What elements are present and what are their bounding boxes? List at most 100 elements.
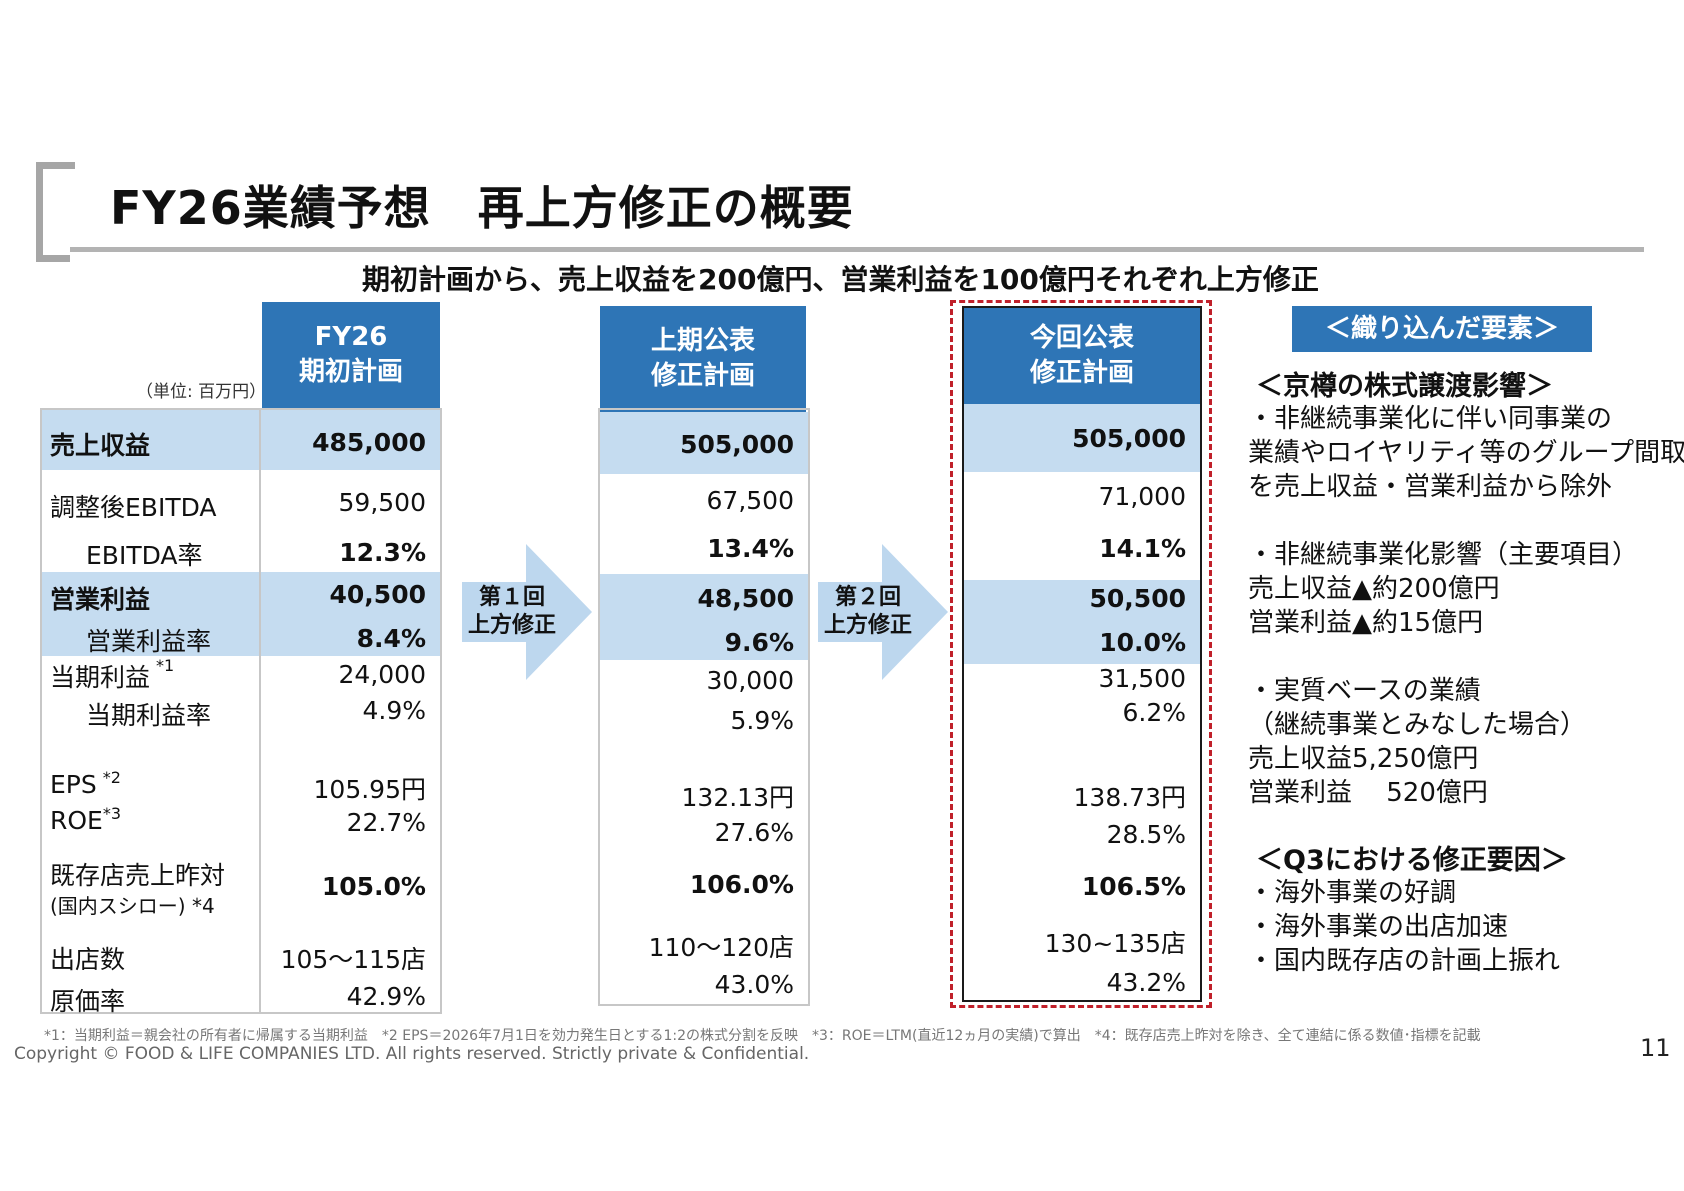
revision-arrow-2 xyxy=(818,544,948,680)
value-eps-current: 138.73円 xyxy=(1073,783,1186,812)
row-label-net-rate: 当期利益率 xyxy=(86,701,212,730)
value-eps-initial: 105.95円 xyxy=(313,775,426,804)
value-net-rate-h1: 5.9% xyxy=(730,706,794,735)
row-label-sss-sub: (国内スシロー) *4 xyxy=(50,894,215,918)
unit-label: （単位: 百万円） xyxy=(136,382,267,402)
factor-heading-kyotaru: ＜京樽の株式譲渡影響＞ xyxy=(1256,371,1553,402)
factor-line: ・非継続事業化に伴い同事業の xyxy=(1248,404,1613,434)
value-ebitda-h1: 67,500 xyxy=(706,486,794,515)
row-label-stores: 出店数 xyxy=(50,945,126,974)
footnote-ref: *2 xyxy=(102,768,121,787)
value-op-rate-initial: 8.4% xyxy=(356,624,426,653)
page-number: 11 xyxy=(1640,1034,1671,1062)
page-subtitle: 期初計画から、売上収益を200億円、営業利益を100億円それぞれ上方修正 xyxy=(362,263,1319,296)
value-net-profit-h1: 30,000 xyxy=(706,666,794,695)
column-header-line1: 上期公表 xyxy=(650,326,755,356)
revision-arrow-1 xyxy=(462,544,592,680)
column-header-line1: 今回公表 xyxy=(1029,323,1134,353)
column-divider xyxy=(259,408,261,1014)
op-profit-band xyxy=(42,572,440,656)
row-label-revenue: 売上収益 xyxy=(50,431,151,460)
value-eps-h1: 132.13円 xyxy=(681,783,794,812)
value-op-rate-current: 10.0% xyxy=(1099,628,1186,657)
factor-line: ・海外事業の出店加速 xyxy=(1248,912,1509,942)
row-label-cost-rate: 原価率 xyxy=(50,987,126,1016)
arrow-label-line2: 上方修正 xyxy=(467,613,556,638)
copyright: Copyright © FOOD & LIFE COMPANIES LTD. A… xyxy=(14,1044,810,1064)
column-header-line2: 修正計画 xyxy=(1029,358,1134,388)
value-roe-current: 28.5% xyxy=(1106,820,1186,849)
factor-line: ・海外事業の好調 xyxy=(1248,878,1457,908)
value-op-profit-current: 50,500 xyxy=(1089,584,1186,613)
value-net-profit-initial: 24,000 xyxy=(338,660,426,689)
value-revenue-current: 505,000 xyxy=(1072,424,1186,453)
value-sss-initial: 105.0% xyxy=(321,872,426,901)
factor-line: を売上収益・営業利益から除外 xyxy=(1248,472,1613,502)
column-header-h1-revision: 上期公表 修正計画 xyxy=(600,306,806,412)
arrow-label-line1: 第１回 xyxy=(478,585,545,610)
revision-arrow-2-label: 第２回 上方修正 xyxy=(818,584,918,640)
value-sss-h1: 106.0% xyxy=(689,870,794,899)
value-op-profit-h1: 48,500 xyxy=(697,584,794,613)
factor-line: 売上収益5,250億円 xyxy=(1248,744,1479,774)
value-op-profit-initial: 40,500 xyxy=(329,580,426,609)
op-profit-band xyxy=(600,574,808,660)
arrow-label-line1: 第２回 xyxy=(834,585,901,610)
factor-line: ・非継続事業化影響（主要項目） xyxy=(1248,540,1639,570)
column-header-current-revision: 今回公表 修正計画 xyxy=(964,308,1200,404)
value-roe-h1: 27.6% xyxy=(714,818,794,847)
value-ebitda-rate-current: 14.1% xyxy=(1099,534,1186,563)
column-header-line1: FY26 xyxy=(314,322,388,352)
value-stores-current: 130~135店 xyxy=(1044,929,1186,958)
value-revenue-h1: 505,000 xyxy=(680,430,794,459)
value-ebitda-current: 71,000 xyxy=(1098,482,1186,511)
arrow-label-line2: 上方修正 xyxy=(823,613,912,638)
page-title: FY26業績予想 再上方修正の概要 xyxy=(110,181,854,235)
revenue-band xyxy=(42,410,440,470)
footnote-ref: *1 xyxy=(156,656,175,675)
value-ebitda-rate-initial: 12.3% xyxy=(339,538,426,567)
revenue-band xyxy=(964,404,1200,472)
row-label-eps: EPS *2 xyxy=(50,768,121,799)
factor-line: ・国内既存店の計画上振れ xyxy=(1248,946,1561,976)
highlight-dashed-box xyxy=(950,300,1212,1008)
value-ebitda-initial: 59,500 xyxy=(338,488,426,517)
value-op-rate-h1: 9.6% xyxy=(724,628,794,657)
factor-line: ・実質ベースの業績 xyxy=(1248,676,1481,706)
row-label-op-rate: 営業利益率 xyxy=(86,627,212,656)
row-label-text: EPS xyxy=(50,770,97,799)
value-roe-initial: 22.7% xyxy=(346,808,426,837)
factor-line: 業績やロイヤリティ等のグループ間取引 xyxy=(1248,438,1684,468)
column-header-line2: 修正計画 xyxy=(650,361,755,391)
table-frame-initial xyxy=(40,408,442,1014)
value-net-rate-initial: 4.9% xyxy=(362,696,426,725)
factor-line: 営業利益 520億円 xyxy=(1248,778,1488,808)
factor-line: （継続事業とみなした場合） xyxy=(1248,710,1587,740)
factor-heading-q3: ＜Q3における修正要因＞ xyxy=(1256,845,1568,876)
factor-line: 売上収益▲約200億円 xyxy=(1248,574,1500,604)
row-label-text: ROE xyxy=(50,806,103,835)
factor-line: 営業利益▲約15億円 xyxy=(1248,608,1484,638)
factors-header: ＜織り込んだ要素＞ xyxy=(1292,306,1592,352)
revision-arrow-1-label: 第１回 上方修正 xyxy=(462,584,562,640)
row-label-roe: ROE*3 xyxy=(50,804,122,835)
footnote-ref: *3 xyxy=(102,804,122,823)
value-stores-h1: 110～120店 xyxy=(648,933,794,962)
value-net-rate-current: 6.2% xyxy=(1122,698,1186,727)
title-rule xyxy=(70,247,1644,252)
value-cost-rate-initial: 42.9% xyxy=(346,982,426,1011)
row-label-text: 当期利益 xyxy=(50,663,151,692)
table-frame-h1 xyxy=(598,408,810,1006)
op-profit-band xyxy=(964,580,1200,664)
title-bracket-decoration xyxy=(36,162,75,262)
table-frame-current xyxy=(962,306,1202,1002)
footnote: *1：当期利益＝親会社の所有者に帰属する当期利益 *2 EPS＝2026年7月1… xyxy=(44,1028,1481,1044)
value-net-profit-current: 31,500 xyxy=(1098,664,1186,693)
row-label-sss: 既存店売上昨対 xyxy=(50,861,226,890)
value-cost-rate-h1: 43.0% xyxy=(714,970,794,999)
value-sss-current: 106.5% xyxy=(1081,872,1186,901)
row-label-op-profit: 営業利益 xyxy=(50,585,151,614)
value-revenue-initial: 485,000 xyxy=(312,428,426,457)
column-header-line2: 期初計画 xyxy=(298,357,403,387)
value-ebitda-rate-h1: 13.4% xyxy=(707,534,794,563)
